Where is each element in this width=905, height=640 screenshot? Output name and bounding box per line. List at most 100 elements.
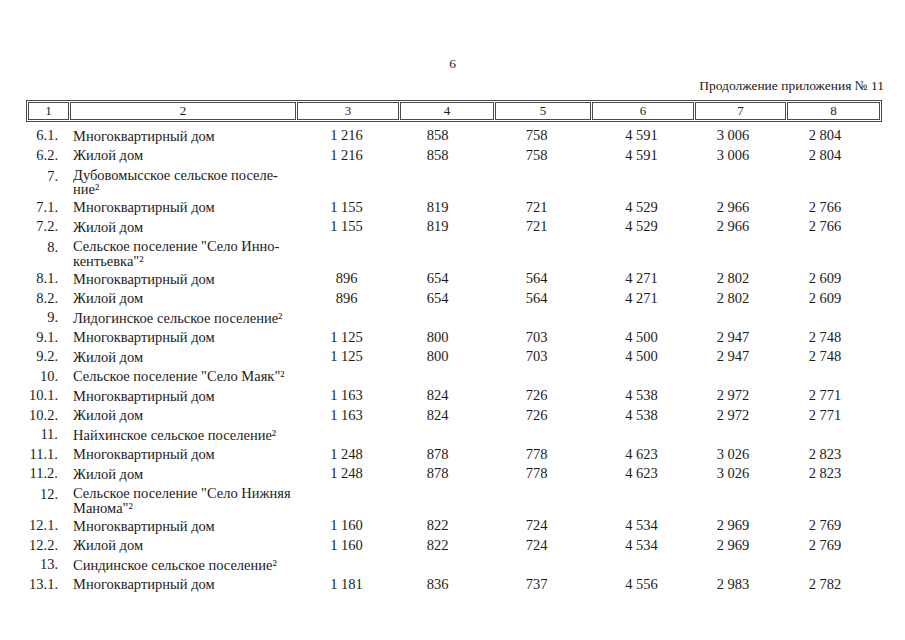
cell-col6: 4 271 [590,270,693,287]
cell-col8: 2 804 [785,127,882,144]
table-row: 11. Найхинское сельское поселение² [26,425,882,445]
cell-col4: 878 [398,446,493,463]
row-name: Многоквартирный дом [68,389,295,404]
cell-col7: 3 026 [693,465,785,482]
cell-col5: 564 [493,270,590,287]
cell-col3: 1 216 [295,127,398,144]
cell-col6: 4 538 [590,407,693,424]
cell-col5: 703 [493,329,590,346]
cell-col5: 724 [493,517,590,534]
table-row: 10. Сельское поселение "Село Маяк"² [26,367,882,387]
cell-col4: 654 [398,290,493,307]
cell-col6: 4 591 [590,147,693,164]
table-row: 12. Сельское поселение "Село Нижняя Мано… [26,484,882,517]
cell-col8: 2 766 [785,199,882,216]
cell-col5: 758 [493,127,590,144]
cell-col6: 4 556 [590,576,693,593]
column-header-1: 1 [28,102,69,120]
cell-col7: 2 972 [693,387,785,404]
table-body: 6.1. Многоквартирный дом 1 216 858 758 4… [26,126,882,594]
cell-col3: 1 125 [295,329,398,346]
column-header-7: 7 [695,102,786,120]
cell-col3: 1 248 [295,465,398,482]
row-number: 8.2. [26,290,68,307]
row-number: 12. [26,486,68,503]
cell-col4: 836 [398,576,493,593]
row-name: Найхинское сельское поселение² [68,428,295,443]
table-row: 12.1. Многоквартирный дом 1 160 822 724 … [26,516,882,536]
cell-col4: 858 [398,127,493,144]
cell-col6: 4 538 [590,387,693,404]
cell-col8: 2 782 [785,576,882,593]
cell-col3: 1 160 [295,537,398,554]
cell-col6: 4 500 [590,348,693,365]
cell-col5: 778 [493,465,590,482]
column-header-4: 4 [400,102,494,120]
cell-col8: 2 823 [785,446,882,463]
table-row: 7.1. Многоквартирный дом 1 155 819 721 4… [26,198,882,218]
cell-col6: 4 271 [590,290,693,307]
cell-col7: 3 006 [693,127,785,144]
cell-col6: 4 623 [590,446,693,463]
table-row: 9.1. Многоквартирный дом 1 125 800 703 4… [26,328,882,348]
table-row: 9. Лидогинское сельское поселение² [26,308,882,328]
row-name: Жилой дом [68,467,295,482]
cell-col4: 824 [398,407,493,424]
cell-col5: 721 [493,218,590,235]
cell-col7: 2 972 [693,407,785,424]
cell-col5: 564 [493,290,590,307]
cell-col3: 1 125 [295,348,398,365]
table-row: 8.2. Жилой дом 896 654 564 4 271 2 802 2… [26,289,882,309]
cell-col4: 654 [398,270,493,287]
row-number: 11.2. [26,465,68,482]
cell-col8: 2 771 [785,387,882,404]
cell-col8: 2 769 [785,517,882,534]
cell-col5: 778 [493,446,590,463]
cell-col8: 2 771 [785,407,882,424]
row-name: Многоквартирный дом [68,272,295,287]
cell-col3: 1 181 [295,576,398,593]
table-row: 13.1. Многоквартирный дом 1 181 836 737 … [26,575,882,595]
cell-col3: 1 163 [295,387,398,404]
cell-col4: 800 [398,329,493,346]
row-name: Сельское поселение "Село Нижняя Манома"² [68,486,295,515]
cell-col3: 1 163 [295,407,398,424]
row-name: Многоквартирный дом [68,129,295,144]
cell-col5: 726 [493,407,590,424]
table-row: 10.1. Многоквартирный дом 1 163 824 726 … [26,386,882,406]
cell-col8: 2 748 [785,348,882,365]
row-name: Многоквартирный дом [68,577,295,592]
cell-col3: 1 155 [295,199,398,216]
cell-col4: 858 [398,147,493,164]
row-name: Лидогинское сельское поселение² [68,311,295,326]
cell-col8: 2 748 [785,329,882,346]
cell-col7: 2 983 [693,576,785,593]
table-row: 7. Дубовомысское сельское поселе- ние² [26,165,882,198]
cell-col7: 2 947 [693,348,785,365]
cell-col5: 737 [493,576,590,593]
cell-col7: 2 802 [693,270,785,287]
cell-col6: 4 529 [590,199,693,216]
page-number: 6 [0,56,905,72]
cell-col7: 2 966 [693,199,785,216]
cell-col3: 1 216 [295,147,398,164]
document-page: { "page": { "number": "6", "continuation… [0,0,905,640]
table-row: 10.2. Жилой дом 1 163 824 726 4 538 2 97… [26,406,882,426]
table-row: 8. Сельское поселение "Село Инно- кентье… [26,237,882,270]
column-header-2: 2 [70,102,296,120]
table-row: 12.2. Жилой дом 1 160 822 724 4 534 2 96… [26,536,882,556]
table-row: 11.1. Многоквартирный дом 1 248 878 778 … [26,445,882,465]
cell-col4: 822 [398,537,493,554]
row-name: Многоквартирный дом [68,447,295,462]
row-name: Жилой дом [68,350,295,365]
table-row: 8.1. Многоквартирный дом 896 654 564 4 2… [26,269,882,289]
cell-col5: 721 [493,199,590,216]
cell-col6: 4 623 [590,465,693,482]
cell-col4: 800 [398,348,493,365]
cell-col8: 2 804 [785,147,882,164]
row-number: 8.1. [26,270,68,287]
row-number: 7.1. [26,199,68,216]
cell-col7: 2 966 [693,218,785,235]
row-number: 10.1. [26,387,68,404]
cell-col6: 4 591 [590,127,693,144]
